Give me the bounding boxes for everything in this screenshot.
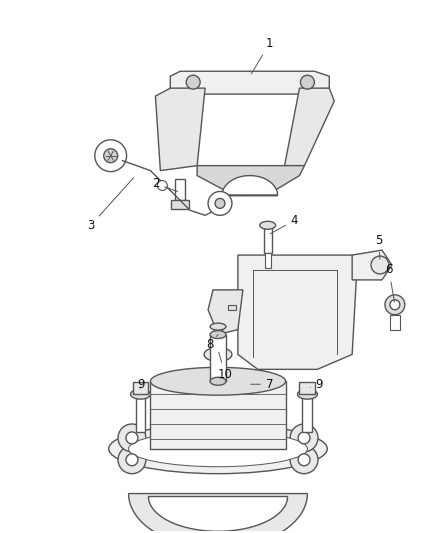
Circle shape <box>390 300 400 310</box>
Bar <box>135 394 145 432</box>
Text: 10: 10 <box>218 352 233 381</box>
Polygon shape <box>155 88 205 171</box>
Bar <box>303 394 312 432</box>
Circle shape <box>371 256 389 274</box>
Circle shape <box>186 75 200 89</box>
Bar <box>265 253 271 268</box>
Polygon shape <box>197 166 304 196</box>
Bar <box>264 225 272 253</box>
Text: 1: 1 <box>251 37 273 74</box>
Circle shape <box>300 75 314 89</box>
Ellipse shape <box>150 367 286 395</box>
Circle shape <box>385 295 405 314</box>
Text: 6: 6 <box>385 263 394 302</box>
Text: 2: 2 <box>152 177 178 191</box>
Bar <box>228 305 236 310</box>
Polygon shape <box>129 494 307 533</box>
Polygon shape <box>208 290 243 335</box>
Bar <box>390 314 400 329</box>
Circle shape <box>118 424 146 452</box>
Bar <box>171 200 189 209</box>
Ellipse shape <box>109 424 327 474</box>
Text: 7: 7 <box>251 378 273 391</box>
Ellipse shape <box>131 389 150 399</box>
Ellipse shape <box>204 348 232 361</box>
Ellipse shape <box>210 330 226 338</box>
Circle shape <box>215 198 225 208</box>
Text: 3: 3 <box>87 177 134 232</box>
Circle shape <box>298 454 310 466</box>
Ellipse shape <box>210 323 226 330</box>
Polygon shape <box>170 71 329 94</box>
Polygon shape <box>222 175 278 196</box>
Circle shape <box>126 454 138 466</box>
Ellipse shape <box>297 389 318 399</box>
Bar <box>133 382 148 394</box>
Bar <box>175 179 185 200</box>
Ellipse shape <box>210 377 226 385</box>
Polygon shape <box>150 381 286 449</box>
Text: 9: 9 <box>137 378 144 391</box>
Polygon shape <box>285 88 334 166</box>
Circle shape <box>126 432 138 444</box>
Ellipse shape <box>234 377 262 391</box>
Text: 5: 5 <box>375 233 383 259</box>
Polygon shape <box>148 497 288 531</box>
Ellipse shape <box>212 351 224 358</box>
Circle shape <box>208 191 232 215</box>
Text: 4: 4 <box>270 214 298 234</box>
Text: 9: 9 <box>310 378 323 391</box>
Circle shape <box>298 432 310 444</box>
Circle shape <box>118 446 146 474</box>
Polygon shape <box>352 250 392 280</box>
Bar <box>300 382 315 394</box>
Circle shape <box>242 378 254 390</box>
Circle shape <box>95 140 127 172</box>
Bar <box>214 327 222 346</box>
Circle shape <box>104 149 118 163</box>
Bar <box>210 335 226 381</box>
Circle shape <box>290 424 318 452</box>
Ellipse shape <box>129 431 307 467</box>
Circle shape <box>157 181 167 190</box>
Circle shape <box>290 446 318 474</box>
Ellipse shape <box>260 221 276 229</box>
Text: 8: 8 <box>206 335 218 351</box>
Polygon shape <box>238 255 357 369</box>
